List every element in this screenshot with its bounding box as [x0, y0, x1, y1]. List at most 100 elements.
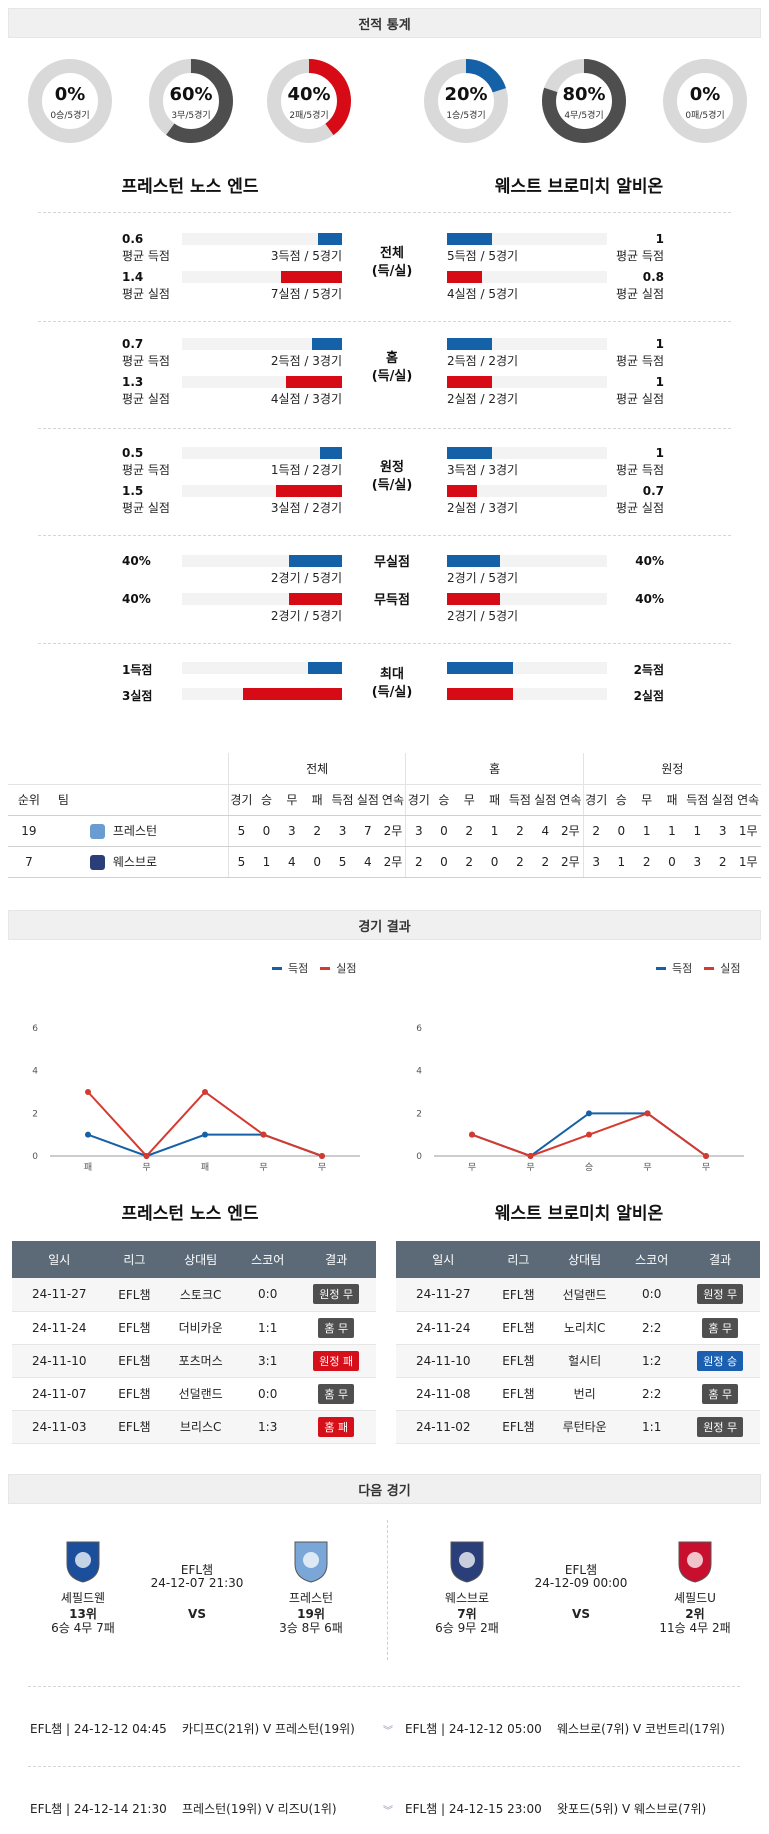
- results-row: 24-11-02 EFL챔 루턴타운 1:1 원정 무: [396, 1410, 760, 1444]
- upcoming-right-info[interactable]: EFL챔 | 24-12-12 05:00: [405, 1722, 542, 1736]
- away-bar-caption: 2경기 / 5경기: [447, 609, 519, 623]
- y-tick-label: 6: [416, 1024, 422, 1034]
- standings-team[interactable]: 웨스브로: [49, 846, 229, 878]
- standings-column-header: 승: [253, 784, 280, 816]
- standings-cell: 1: [684, 815, 711, 847]
- home-stat-label: 평균 득점: [122, 463, 170, 477]
- next-vs: VS: [572, 1607, 590, 1621]
- standings-column-header: 실점: [532, 784, 558, 816]
- results-row: 24-11-07 EFL챔 선덜랜드 0:0 홈 무: [12, 1377, 376, 1411]
- results-row: 24-11-10 EFL챔 포츠머스 3:1 원정 패: [12, 1344, 376, 1378]
- standings-cell: 0: [431, 846, 457, 878]
- result-badge: 홈 무: [318, 1317, 355, 1338]
- data-point: [644, 1110, 651, 1117]
- standings-column-header: 팀: [49, 784, 229, 816]
- standings-team[interactable]: 프레스턴: [49, 815, 229, 847]
- standings-cell: 5: [227, 846, 254, 878]
- standings-cell: 3: [329, 815, 356, 847]
- standings-cell: 7: [8, 846, 50, 878]
- upcoming-divider-mid: [28, 1766, 740, 1767]
- results-column-header: 결과: [296, 1241, 376, 1278]
- standings-cell: 2무: [380, 846, 406, 878]
- data-point: [202, 1131, 208, 1138]
- result-badge: 홈 무: [318, 1383, 355, 1404]
- standings-cell: 2: [507, 815, 533, 847]
- next-team-record: 11승 4무 2패: [659, 1621, 731, 1635]
- legend-label: 득점: [288, 962, 309, 975]
- standings-cell: 2: [582, 815, 609, 847]
- match-date: 24-11-07: [12, 1377, 107, 1411]
- upcoming-left-info[interactable]: EFL챔 | 24-12-12 04:45: [30, 1722, 167, 1736]
- match-opponent: 헐시티: [546, 1344, 623, 1378]
- match-result: 원정 무: [680, 1410, 760, 1444]
- donut-arc: [149, 59, 233, 143]
- donut-caption: 4무/5경기: [564, 111, 604, 121]
- standings-cell: 5: [329, 846, 356, 878]
- result-badge: 원정 승: [697, 1350, 744, 1371]
- away-bar: [447, 233, 492, 245]
- donut-arc: [542, 59, 626, 143]
- next-team-name: 웨스브로: [444, 1591, 490, 1605]
- upcoming-left-info[interactable]: EFL챔 | 24-12-14 21:30: [30, 1802, 167, 1816]
- team-crest-icon: [294, 1541, 328, 1583]
- match-opponent: 루턴타운: [546, 1410, 623, 1444]
- next-team-rank: 19위: [297, 1607, 325, 1621]
- chevron-down-icon[interactable]: ︾: [383, 1806, 393, 1817]
- stat-category: 최대 (득/실): [371, 667, 413, 700]
- standings-column-header: 득점: [684, 784, 711, 816]
- donut-track: [28, 59, 112, 143]
- upcoming-right-match[interactable]: 왓포드(5위) V 웨스브로(7위): [557, 1802, 707, 1816]
- y-tick-label: 4: [416, 1067, 422, 1077]
- home-bar-caption: 7실점 / 5경기: [270, 287, 342, 301]
- standings-cell: 0: [659, 846, 685, 878]
- home-bar-caption: 3득점 / 5경기: [270, 249, 342, 263]
- standings-column-header: 실점: [710, 784, 736, 816]
- next-team-record: 6승 9무 2패: [435, 1621, 499, 1635]
- match-league: EFL챔: [106, 1410, 163, 1444]
- home-results-table: 일시 리그 상대팀 스코어 결과 24-11-27 EFL챔 스토크C 0:0 원정 무 24-11…: [12, 1241, 376, 1444]
- away-bar-caption: 2득점 / 2경기: [447, 354, 519, 368]
- upcoming-right-match[interactable]: 웨스브로(7위) V 코번트리(17위): [557, 1722, 725, 1736]
- home-bar: [289, 555, 342, 567]
- home-bar: [318, 233, 342, 245]
- standings-group-header: 전체: [227, 753, 406, 785]
- legend-label: 실점: [720, 962, 741, 975]
- upcoming-right-info[interactable]: EFL챔 | 24-12-15 23:00: [405, 1802, 542, 1816]
- upcoming-left-match[interactable]: 카디프C(21위) V 프레스턴(19위): [182, 1722, 355, 1736]
- next-team-rank: 7위: [457, 1607, 477, 1621]
- chevron-down-icon[interactable]: ︾: [383, 1726, 393, 1737]
- results-header-row: 일시 리그 상대팀 스코어 결과: [12, 1241, 376, 1278]
- donut-percent: 80%: [562, 84, 606, 105]
- row-divider: [38, 535, 731, 536]
- away-stat-label: 평균 득점: [616, 249, 664, 263]
- home-value: 0.6: [122, 232, 144, 246]
- results-column-header: 리그: [106, 1241, 163, 1278]
- x-tick-label: 패: [84, 1162, 92, 1173]
- next-vs: VS: [188, 1607, 206, 1621]
- home-team-results-title: 프레스턴 노스 엔드: [121, 1204, 259, 1224]
- results-column-header: 결과: [680, 1241, 760, 1278]
- y-tick-label: 0: [416, 1152, 422, 1162]
- results-column-header: 일시: [12, 1241, 107, 1278]
- results-column-header: 스코어: [238, 1241, 297, 1278]
- match-league: EFL챔: [106, 1311, 163, 1345]
- away-bar-caption: 2실점 / 2경기: [447, 392, 519, 406]
- donut-percent: 0%: [689, 84, 721, 105]
- x-tick-label: 무: [259, 1162, 267, 1173]
- home-bar-caption: 3실점 / 2경기: [270, 501, 342, 515]
- away-value: 40%: [635, 554, 664, 568]
- chart-legend: 득점 실점: [260, 960, 357, 976]
- data-point: [85, 1131, 91, 1138]
- away-value: 40%: [635, 592, 664, 606]
- team-crest-icon: [89, 855, 105, 870]
- match-opponent: 선덜랜드: [162, 1377, 239, 1411]
- match-opponent: 번리: [546, 1377, 623, 1411]
- match-league: EFL챔: [490, 1344, 547, 1378]
- home-value: 0.7: [122, 337, 144, 351]
- upcoming-left-match[interactable]: 프레스턴(19위) V 리즈U(1위): [182, 1802, 337, 1816]
- home-bar: [289, 593, 342, 605]
- series-line: [87, 1133, 323, 1158]
- data-point: [85, 1089, 91, 1095]
- standings-cell: 2: [456, 815, 482, 847]
- upcoming-divider-top: [28, 1686, 740, 1687]
